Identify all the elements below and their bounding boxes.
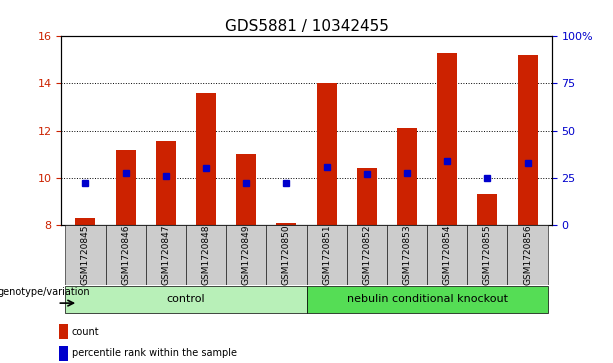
Bar (276, 223, 297, 225)
Bar (517, 55, 538, 225)
Text: GSM1720846: GSM1720846 (121, 225, 130, 285)
FancyBboxPatch shape (306, 286, 547, 313)
Text: GSM1720855: GSM1720855 (483, 225, 492, 285)
Bar (397, 129, 417, 225)
Bar (196, 93, 216, 225)
FancyBboxPatch shape (427, 225, 467, 285)
Text: GSM1720853: GSM1720853 (403, 225, 411, 285)
Text: percentile rank within the sample: percentile rank within the sample (72, 348, 237, 358)
Text: nebulin conditional knockout: nebulin conditional knockout (346, 294, 508, 305)
FancyBboxPatch shape (508, 225, 547, 285)
Bar (116, 150, 135, 225)
Text: GSM1720845: GSM1720845 (81, 225, 90, 285)
FancyBboxPatch shape (266, 225, 306, 285)
Bar (316, 83, 337, 225)
Bar (59, 346, 68, 361)
Text: GSM1720847: GSM1720847 (161, 225, 170, 285)
Bar (59, 324, 68, 339)
Bar (478, 194, 497, 225)
FancyBboxPatch shape (387, 225, 427, 285)
FancyBboxPatch shape (347, 225, 387, 285)
Bar (156, 141, 176, 225)
Bar (357, 168, 377, 225)
Text: GSM1720850: GSM1720850 (282, 225, 291, 285)
FancyBboxPatch shape (105, 225, 146, 285)
Text: genotype/variation: genotype/variation (0, 287, 90, 297)
Title: GDS5881 / 10342455: GDS5881 / 10342455 (224, 19, 389, 34)
Text: control: control (167, 294, 205, 305)
FancyBboxPatch shape (226, 225, 266, 285)
FancyBboxPatch shape (146, 225, 186, 285)
Text: count: count (72, 327, 99, 337)
Text: GSM1720854: GSM1720854 (443, 225, 452, 285)
FancyBboxPatch shape (467, 225, 508, 285)
FancyBboxPatch shape (306, 225, 347, 285)
Text: GSM1720848: GSM1720848 (202, 225, 210, 285)
Text: GSM1720856: GSM1720856 (523, 225, 532, 285)
Bar (75, 218, 96, 225)
Text: GSM1720851: GSM1720851 (322, 225, 331, 285)
Text: GSM1720852: GSM1720852 (362, 225, 371, 285)
FancyBboxPatch shape (186, 225, 226, 285)
FancyBboxPatch shape (66, 225, 105, 285)
Bar (437, 53, 457, 225)
FancyBboxPatch shape (66, 286, 306, 313)
Bar (236, 154, 256, 225)
Text: GSM1720849: GSM1720849 (242, 225, 251, 285)
